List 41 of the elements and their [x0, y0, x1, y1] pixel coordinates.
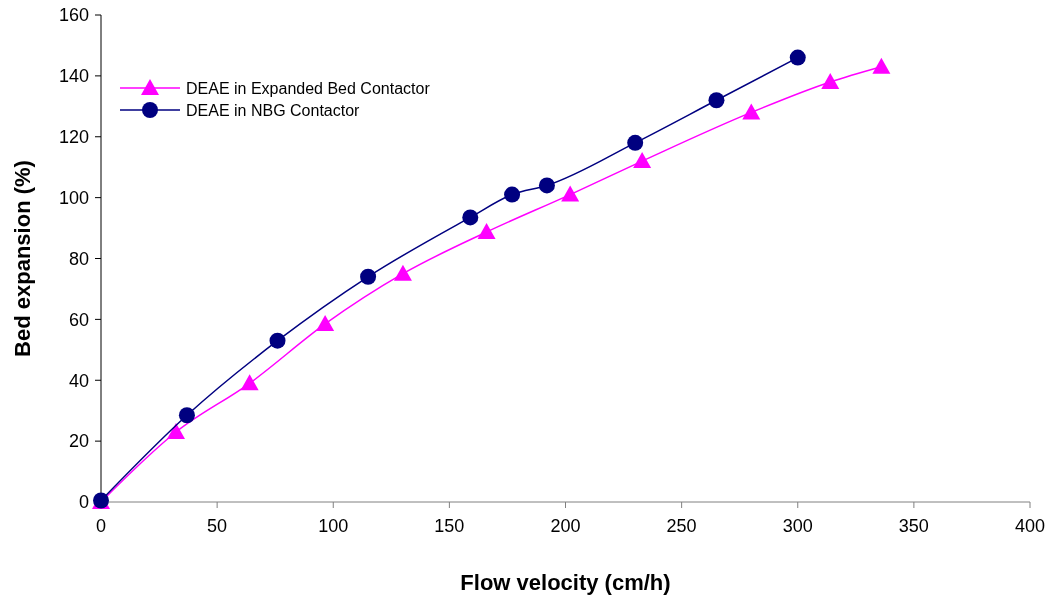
- y-tick-label: 120: [58, 127, 89, 148]
- point: [789, 49, 806, 66]
- y-axis-title: Bed expansion (%): [10, 160, 35, 357]
- x-tick-label: 200: [550, 516, 581, 536]
- x-tick-label: 150: [434, 516, 465, 536]
- y-tick-label: 100: [58, 187, 89, 208]
- point: [821, 72, 840, 89]
- legend-label: DEAE in Expanded Bed Contactor: [186, 79, 431, 97]
- y-tick-label: 160: [58, 5, 89, 26]
- x-tick-label: 350: [898, 516, 929, 536]
- y-tick-label: 140: [58, 66, 89, 87]
- point: [316, 314, 335, 331]
- point: [167, 422, 186, 439]
- legend-label: DEAE in NBG Contactor: [186, 101, 361, 119]
- point: [462, 209, 479, 226]
- point: [360, 268, 377, 285]
- x-axis-title: Flow velocity (cm/h): [460, 570, 671, 595]
- point: [269, 332, 286, 349]
- point: [872, 57, 891, 74]
- y-tick-label: 40: [68, 370, 89, 391]
- x-tick-label: 50: [207, 516, 228, 536]
- y-tick-label: 0: [78, 492, 89, 513]
- point: [561, 185, 580, 202]
- point: [708, 92, 725, 109]
- x-tick-label: 300: [782, 516, 813, 536]
- x-tick-label: 0: [95, 516, 107, 536]
- y-tick-label: 20: [68, 431, 89, 452]
- point: [178, 407, 195, 424]
- point: [393, 264, 412, 281]
- x-tick-label: 100: [318, 516, 349, 536]
- x-tick-label: 400: [1014, 516, 1046, 536]
- point: [477, 223, 496, 240]
- x-tick-label: 250: [666, 516, 697, 536]
- point: [504, 186, 521, 203]
- y-tick-label: 80: [68, 248, 89, 269]
- y-tick-label: 60: [68, 309, 89, 330]
- point: [538, 177, 555, 194]
- point: [627, 134, 644, 151]
- point: [240, 374, 259, 391]
- point: [742, 103, 761, 120]
- point: [633, 152, 652, 169]
